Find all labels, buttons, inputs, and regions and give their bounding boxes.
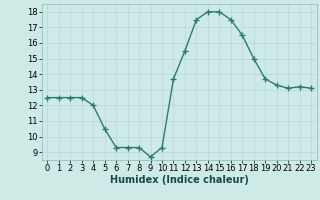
X-axis label: Humidex (Indice chaleur): Humidex (Indice chaleur) [110,175,249,185]
